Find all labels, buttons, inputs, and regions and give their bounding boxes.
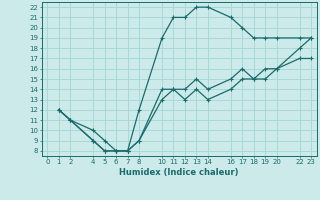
- X-axis label: Humidex (Indice chaleur): Humidex (Indice chaleur): [119, 168, 239, 177]
